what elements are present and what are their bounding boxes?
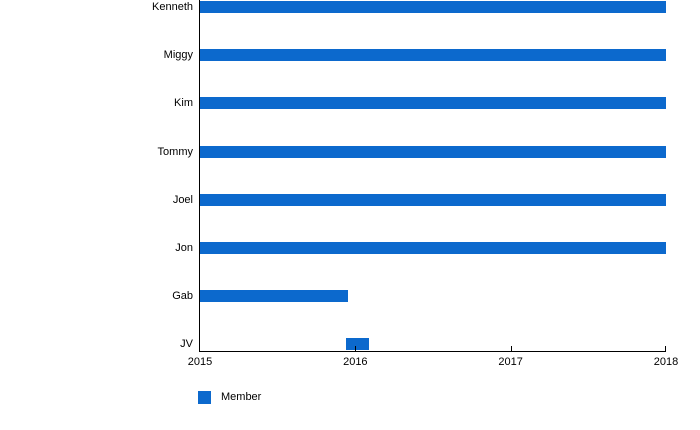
bar-joel[interactable]: [200, 193, 666, 206]
x-axis-labels: 2015 2016 2017 2018: [0, 356, 700, 370]
plot-area: [199, 0, 666, 352]
bar-jon[interactable]: [200, 242, 666, 254]
y-axis-label-miggy: Miggy: [163, 49, 193, 62]
bar-tommy[interactable]: [200, 145, 666, 158]
y-axis-label-jon: Jon: [175, 242, 193, 254]
y-axis-label-tommy: Tommy: [157, 145, 193, 158]
x-axis-label-2016: 2016: [343, 356, 368, 368]
bar-jv[interactable]: [346, 338, 370, 351]
legend-item-member[interactable]: Member: [198, 391, 261, 404]
x-axis-tick-2018: [665, 346, 666, 351]
y-axis-label-kim: Kim: [174, 97, 193, 110]
legend: Member: [198, 391, 261, 404]
y-axis-label-kenneth: Kenneth: [152, 1, 193, 13]
x-axis-label-2015: 2015: [187, 356, 213, 368]
x-axis-label-2018: 2018: [653, 356, 679, 368]
bar-kenneth[interactable]: [200, 1, 666, 13]
x-axis-label-2017: 2017: [498, 356, 523, 368]
bar-miggy[interactable]: [200, 49, 666, 62]
bar-gab[interactable]: [200, 290, 348, 303]
bar-kim[interactable]: [200, 97, 666, 110]
legend-label: Member: [221, 391, 262, 403]
y-axis-label-gab: Gab: [172, 290, 193, 303]
y-axis-labels: Kenneth Miggy Kim Tommy Joel Jon Gab JV: [0, 0, 193, 351]
legend-swatch-icon: [198, 391, 211, 404]
y-axis-label-jv: JV: [180, 338, 193, 351]
x-axis-tick-2016: [355, 346, 357, 351]
x-axis-tick-2017: [510, 346, 512, 351]
y-axis-label-joel: Joel: [172, 193, 193, 206]
